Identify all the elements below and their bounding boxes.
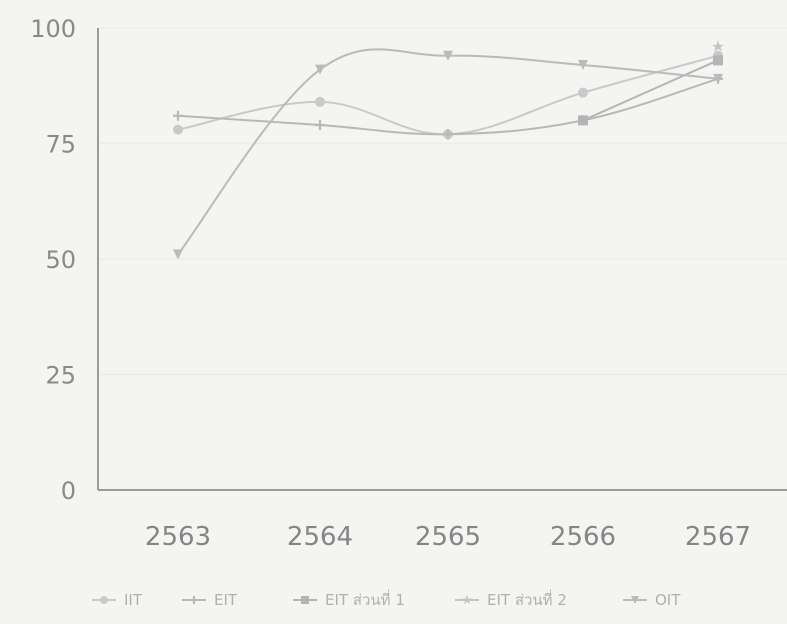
legend-label: IIT — [124, 591, 143, 609]
data-point — [578, 87, 588, 98]
data-point — [315, 64, 325, 75]
x-tick-label: 2566 — [550, 522, 616, 552]
data-point — [443, 129, 453, 140]
data-point — [173, 124, 183, 135]
x-axis-ticks: 2563 2564 2565 2566 2567 — [145, 522, 751, 552]
y-tick-label: 50 — [45, 246, 76, 274]
legend-item: EIT ส่วนที่ 2 — [455, 589, 567, 609]
data-point — [713, 55, 723, 66]
legend-label: EIT ส่วนที่ 2 — [487, 589, 567, 609]
x-tick-label: 2563 — [145, 522, 211, 552]
legend-marker — [301, 596, 309, 604]
data-point — [443, 50, 453, 61]
data-point — [713, 73, 723, 84]
grid-lines — [98, 27, 787, 376]
y-axis-ticks: 0 25 50 75 100 — [30, 15, 76, 505]
legend-marker — [190, 596, 198, 604]
y-tick-label: 100 — [30, 15, 76, 43]
series-oit — [173, 48, 723, 260]
legend-label: OIT — [655, 591, 681, 609]
series-eit-ส่วนที่-1 — [578, 55, 723, 126]
legend-item: EIT — [182, 591, 238, 609]
legend: IIT EIT EIT ส่วนที่ 1 EIT ส่วนที่ 2 OIT — [92, 589, 681, 609]
legend-item: EIT ส่วนที่ 1 — [293, 589, 405, 609]
data-series — [173, 40, 724, 260]
y-tick-label: 25 — [45, 362, 76, 390]
legend-marker — [631, 596, 639, 604]
y-tick-label: 75 — [45, 131, 76, 159]
x-tick-label: 2564 — [287, 522, 353, 552]
data-point — [578, 59, 588, 70]
y-tick-label: 0 — [61, 477, 76, 505]
axes — [97, 28, 787, 491]
series-line — [177, 54, 719, 136]
data-point — [173, 249, 183, 260]
data-point — [173, 110, 183, 121]
data-point — [315, 120, 325, 131]
legend-item: IIT — [92, 591, 143, 609]
data-point — [712, 40, 724, 52]
data-point — [315, 96, 325, 107]
legend-marker — [100, 596, 108, 604]
legend-item: OIT — [623, 591, 681, 609]
legend-label: EIT — [214, 591, 238, 609]
legend-label: EIT ส่วนที่ 1 — [325, 589, 405, 609]
series-line — [177, 77, 719, 136]
x-tick-label: 2567 — [685, 522, 751, 552]
data-point — [578, 115, 588, 126]
legend-marker — [462, 595, 472, 604]
series-eit-ส่วนที่-2 — [712, 40, 724, 52]
series-line — [582, 59, 719, 122]
series-line — [177, 48, 719, 255]
series-eit — [173, 73, 723, 140]
x-tick-label: 2565 — [415, 522, 481, 552]
